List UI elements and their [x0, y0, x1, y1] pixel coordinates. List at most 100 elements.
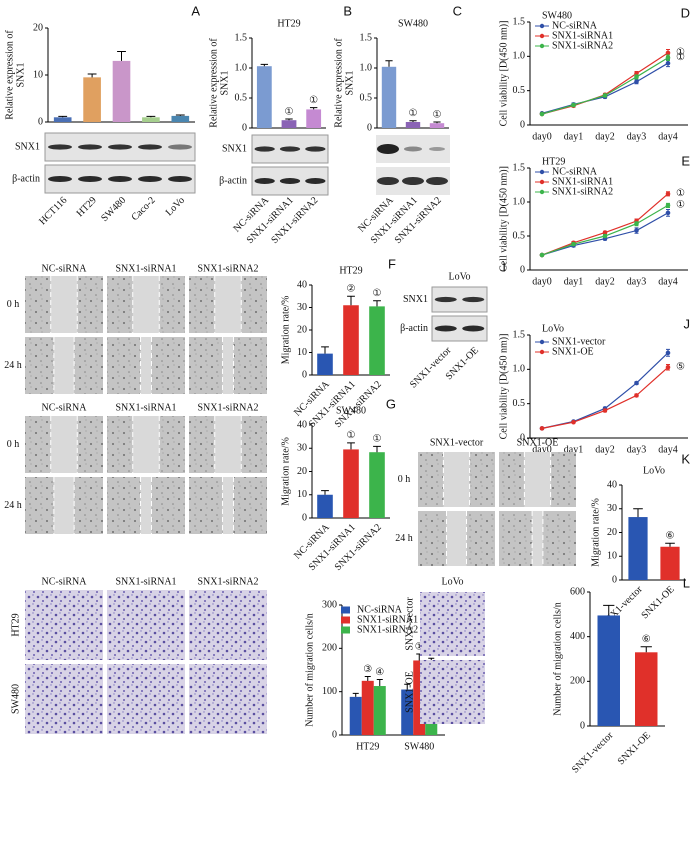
image-column-label: SNX1-siRNA2	[197, 402, 258, 413]
marker	[634, 228, 639, 233]
y-tick-label: 0	[302, 512, 307, 523]
annotation: ①	[309, 95, 318, 106]
error-bar	[665, 542, 675, 547]
bar	[381, 66, 397, 128]
chart-title: HT29	[339, 265, 362, 276]
y-tick-label: 30	[607, 503, 617, 514]
marker	[665, 203, 671, 208]
y-axis-label: Migration rate/%	[280, 296, 291, 365]
panel-letter: G	[386, 396, 396, 411]
blot-column-label: SNX1-vector	[408, 344, 454, 390]
wound-gap	[50, 276, 78, 333]
wound-gap	[214, 416, 242, 473]
micrograph	[107, 590, 185, 660]
bar	[317, 494, 333, 518]
error-bar	[285, 118, 293, 121]
y-tick-label: 0	[580, 720, 585, 731]
y-tick-label: 1.5	[513, 329, 526, 340]
blot-band	[305, 178, 326, 184]
marker	[571, 241, 576, 247]
legend-swatch	[341, 626, 350, 634]
error-bar	[352, 692, 359, 697]
panel-letter: I	[502, 259, 506, 274]
annotation: ④	[375, 667, 384, 678]
y-axis-label: Migration rate/%	[590, 498, 601, 567]
wound-gap	[222, 337, 234, 394]
image-row-label: 0 h	[7, 439, 20, 450]
marker	[665, 210, 671, 216]
y-tick-label: 0	[302, 369, 307, 380]
x-tick-label: day1	[564, 444, 583, 455]
blot-band	[434, 325, 457, 332]
bar	[83, 77, 101, 122]
marker	[634, 380, 639, 386]
blot-band	[279, 146, 301, 152]
blot-row-label: β-actin	[12, 173, 40, 184]
annotation: ⑥	[642, 634, 651, 645]
bar	[635, 652, 658, 726]
chart-title: SW480	[336, 405, 366, 416]
blot-band	[462, 296, 485, 303]
legend-label: SNX1-siRNA2	[552, 186, 613, 197]
image-column-label: NC-siRNA	[41, 576, 87, 587]
marker	[602, 233, 608, 239]
y-axis-label: Number of migration cells/n	[552, 602, 563, 716]
legend-label: SNX1-siRNA2	[357, 624, 418, 635]
bar	[369, 306, 385, 375]
y-tick-label: 20	[297, 466, 307, 477]
y-tick-label: 0.5	[513, 85, 526, 96]
y-tick-label: 100	[322, 686, 337, 697]
blot-band	[78, 176, 102, 182]
y-tick-label: 0	[612, 574, 617, 585]
x-tick-label: Caco-2	[129, 195, 157, 223]
blot-band	[279, 178, 301, 184]
bar	[597, 615, 620, 726]
x-tick-label: day2	[595, 444, 614, 455]
panel-letter: E	[681, 153, 690, 168]
legend-marker	[539, 23, 545, 29]
wound-gap	[446, 511, 467, 566]
blot-band	[168, 176, 192, 182]
micrograph	[420, 660, 485, 724]
y-axis-label: Relative expression of	[4, 30, 15, 120]
y-axis-label: Migration rate/%	[280, 437, 291, 506]
y-tick-label: 30	[297, 443, 307, 454]
error-bar	[385, 60, 393, 67]
x-tick-label: day3	[627, 444, 646, 455]
chart-title: HT29	[277, 18, 300, 29]
x-tick-label: SW480	[99, 195, 128, 224]
image-column-label: SNX1-siRNA1	[115, 263, 176, 274]
error-bar	[603, 604, 615, 616]
error-bar	[347, 295, 355, 306]
annotation: ①	[676, 52, 685, 63]
image-column-label: SNX1-siRNA2	[197, 576, 258, 587]
annotation: ①	[433, 109, 442, 120]
image-row-label: 24 h	[4, 360, 22, 371]
annotation: ①	[373, 434, 382, 445]
y-tick-label: 40	[607, 479, 617, 490]
marker	[634, 221, 639, 227]
legend-marker	[539, 43, 545, 49]
series-line	[541, 57, 669, 115]
legend-label: SNX1-vector	[552, 336, 606, 347]
y-tick-label: 200	[570, 676, 585, 687]
y-tick-label: 20	[297, 324, 307, 335]
bar	[256, 66, 272, 128]
bar	[142, 117, 160, 122]
series-line	[541, 62, 669, 114]
y-tick-label: 20	[607, 527, 617, 538]
image-column-label: NC-siRNA	[41, 402, 87, 413]
x-tick-label: day3	[627, 131, 646, 142]
marker	[665, 364, 671, 370]
annotation: ⑤	[676, 362, 685, 373]
bar	[171, 115, 190, 122]
y-tick-label: 200	[322, 643, 337, 654]
marker	[665, 50, 671, 56]
legend-marker	[539, 169, 545, 175]
annotation: ①	[347, 430, 356, 441]
panel-letter: K	[681, 451, 690, 466]
legend-marker	[539, 349, 545, 355]
blot-row-label: SNX1	[222, 143, 247, 154]
wound-gap	[214, 276, 242, 333]
marker	[539, 252, 545, 258]
